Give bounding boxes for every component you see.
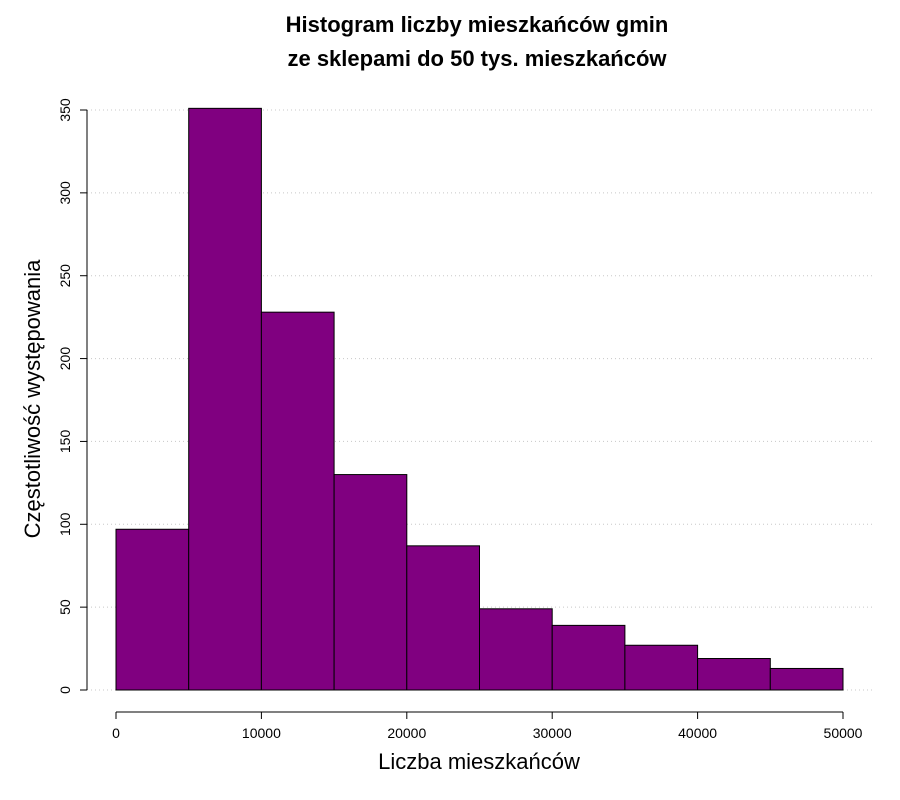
- y-axis-label: Częstotliwość występowania: [20, 259, 45, 539]
- chart-title-line-2: ze sklepami do 50 tys. mieszkańców: [287, 46, 667, 71]
- x-tick-label: 20000: [387, 725, 426, 741]
- y-tick-label: 300: [57, 181, 73, 205]
- y-tick-label: 100: [57, 512, 73, 536]
- y-tick-label: 200: [57, 347, 73, 371]
- x-tick-label: 30000: [533, 725, 572, 741]
- y-tick-label: 50: [57, 599, 73, 615]
- y-tick-label: 350: [57, 98, 73, 122]
- x-tick-label: 50000: [824, 725, 863, 741]
- x-tick-label: 40000: [678, 725, 717, 741]
- histogram-bar: [188, 107, 262, 691]
- histogram-bar: [406, 545, 480, 691]
- axes: 0 50 100 150 200 250 300 350 0 10000 20000 30000 400…: [57, 98, 863, 741]
- y-tick-label: 250: [57, 264, 73, 288]
- histogram-bar: [769, 667, 844, 691]
- x-tick-label: 0: [112, 725, 120, 741]
- histogram-bar: [551, 624, 626, 691]
- histogram-bars: [115, 107, 844, 691]
- x-tick-label: 10000: [242, 725, 281, 741]
- histogram-bar: [479, 608, 553, 691]
- histogram-bar: [697, 658, 771, 691]
- histogram-bar: [260, 311, 335, 691]
- histogram-bar: [333, 474, 408, 691]
- y-tick-label: 0: [57, 686, 73, 694]
- histogram-bar: [115, 528, 190, 691]
- histogram-bar: [624, 644, 699, 691]
- y-tick-label: 150: [57, 430, 73, 454]
- x-axis-label: Liczba mieszkańców: [378, 749, 580, 774]
- chart-title-line-1: Histogram liczby mieszkańców gmin: [286, 12, 669, 37]
